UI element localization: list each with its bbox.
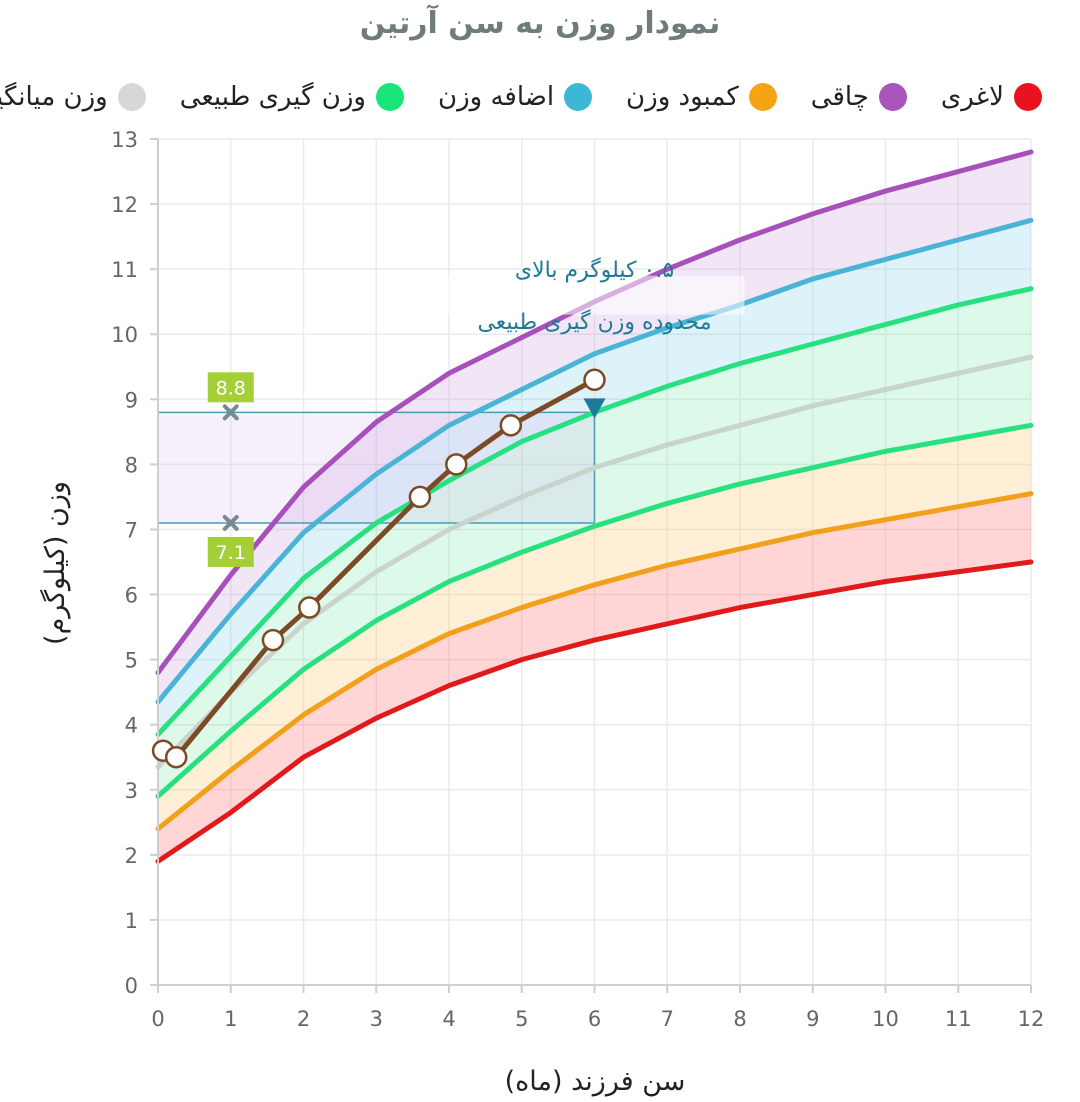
legend-swatch — [748, 83, 777, 111]
curve-line — [155, 217, 1034, 705]
y-tick-label: 12 — [111, 193, 138, 217]
x-axis-title: سن فرزند (ماه) — [505, 1066, 686, 1097]
child-weight-point[interactable] — [583, 368, 606, 392]
chart-title: نمودار وزن به سن آرتین — [359, 6, 721, 41]
band-fill — [158, 152, 1031, 702]
range-x-marker — [222, 404, 239, 421]
range-value-badge — [207, 536, 254, 567]
chart-legend: لاغری چاقی کمبود وزن اضافه وزن وزن گیری طبیع… — [0, 82, 1042, 126]
current-age-marker — [583, 398, 606, 419]
curve-lines — [155, 149, 1034, 864]
band-fill — [158, 493, 1031, 862]
curve-line — [155, 559, 1034, 864]
range-value-badge — [207, 372, 254, 403]
legend-label: کمبود وزن — [626, 82, 739, 112]
x-tick-label: 3 — [370, 1007, 383, 1031]
y-tick-label: 1 — [125, 909, 138, 933]
legend-label: اضافه وزن — [437, 82, 555, 112]
y-tick-label: 3 — [125, 779, 138, 803]
x-tick-label: 8 — [733, 1007, 746, 1031]
curve-line — [155, 422, 1034, 799]
y-tick-label: 10 — [111, 323, 138, 347]
x-tick-label: 10 — [872, 1007, 899, 1031]
range-x-marker — [222, 514, 239, 531]
legend-item[interactable]: لاغری — [941, 82, 1042, 112]
legend-label: وزن میانگین — [0, 82, 108, 112]
y-tick-label: 4 — [125, 714, 138, 738]
legend-swatch — [564, 83, 593, 111]
range-value-label: 8.8 — [216, 377, 246, 399]
range-highlight — [158, 411, 596, 524]
y-tick-label: 7 — [125, 518, 138, 542]
grid-lines — [157, 138, 1032, 986]
legend-item[interactable]: چاقی — [811, 82, 907, 112]
y-tick-label: 8 — [125, 453, 138, 477]
child-weight-point[interactable] — [499, 414, 523, 437]
y-tick-label: 11 — [111, 258, 138, 282]
y-axis-title: وزن (کیلوگرم) — [39, 481, 71, 645]
band-fill — [158, 425, 1031, 829]
annotation-line-2: محدوده وزن گیری طبیعی — [477, 309, 711, 335]
band-fill — [158, 288, 1031, 767]
legend-label: لاغری — [940, 82, 1004, 112]
annotation: ۰.۵ کیلوگرم بالای محدوده وزن گیری طبیعی — [444, 257, 745, 335]
annotation-backdrop — [444, 275, 745, 315]
range-value-label: 7.1 — [216, 542, 246, 564]
legend-label: وزن گیری طبیعی — [179, 82, 366, 112]
y-tick-label: 6 — [125, 584, 138, 608]
curve-line — [155, 354, 1034, 770]
x-tick-label: 1 — [224, 1007, 237, 1031]
annotation-line-1: ۰.۵ کیلوگرم بالای — [515, 257, 674, 283]
normal-range-box — [158, 412, 595, 523]
legend-swatch — [117, 83, 146, 111]
curve-line — [155, 491, 1034, 832]
legend-swatch — [375, 83, 404, 111]
child-weight-point[interactable] — [445, 453, 468, 476]
legend-item[interactable]: کمبود وزن — [626, 82, 777, 112]
child-weight-point[interactable] — [164, 745, 188, 769]
band-fill — [158, 220, 1031, 735]
legend-item[interactable]: وزن میانگین — [0, 82, 146, 112]
legend-item[interactable]: اضافه وزن — [437, 82, 593, 112]
y-tick-label: 13 — [111, 128, 138, 152]
y-tick-label: 2 — [125, 844, 138, 868]
x-tick-label: 4 — [442, 1007, 455, 1031]
x-tick-label: 9 — [806, 1007, 819, 1031]
x-tick-label: 12 — [1018, 1007, 1045, 1031]
child-weight-point[interactable] — [408, 485, 432, 509]
legend-swatch — [1014, 83, 1042, 111]
x-tick-label: 2 — [297, 1007, 310, 1031]
child-weight-point[interactable] — [298, 596, 321, 619]
x-tick-label: 7 — [661, 1007, 674, 1031]
y-tick-label: 9 — [125, 388, 138, 412]
x-tick-label: 5 — [515, 1007, 528, 1031]
legend-label: چاقی — [810, 82, 869, 112]
y-tick-label: 5 — [125, 649, 138, 673]
x-tick-label: 0 — [151, 1007, 164, 1031]
x-tick-label: 11 — [945, 1007, 972, 1031]
x-tick-label: 6 — [588, 1007, 601, 1031]
legend-item[interactable]: وزن گیری طبیعی — [180, 82, 404, 112]
child-weight-point[interactable] — [261, 628, 285, 652]
range-markers: 8.8 7.1 — [207, 372, 606, 567]
child-weight-series — [151, 368, 606, 769]
legend-swatch — [878, 83, 907, 111]
y-tick-label: 0 — [125, 974, 138, 998]
